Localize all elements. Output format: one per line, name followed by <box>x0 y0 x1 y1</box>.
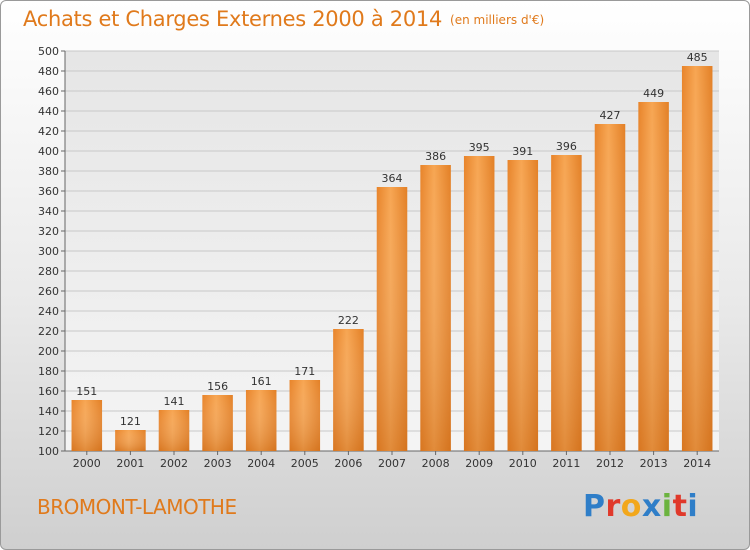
bar-shade <box>681 66 713 451</box>
bar-shade <box>158 410 190 451</box>
data-label: 151 <box>76 385 97 398</box>
y-tick-label: 420 <box>38 125 59 138</box>
data-label: 161 <box>251 375 272 388</box>
logo-letter: i <box>687 489 699 524</box>
data-label: 396 <box>556 140 577 153</box>
y-tick-label: 240 <box>38 305 59 318</box>
bar-shade <box>551 155 582 451</box>
chart-title-text: Achats et Charges Externes 2000 à 2014 <box>23 7 443 31</box>
chart-title: Achats et Charges Externes 2000 à 2014 (e… <box>23 7 544 31</box>
y-tick-label: 340 <box>38 205 59 218</box>
x-tick-label: 2006 <box>334 457 362 470</box>
logo-letter: P <box>583 489 606 524</box>
commune-name: BROMONT-LAMOTHE <box>37 495 237 519</box>
data-label: 222 <box>338 314 359 327</box>
bar-shade <box>376 187 408 451</box>
logo-letter: o <box>620 489 642 524</box>
data-label: 395 <box>469 141 490 154</box>
data-label: 364 <box>382 172 403 185</box>
x-tick-label: 2008 <box>422 457 450 470</box>
bar-shade <box>245 390 277 451</box>
data-label: 449 <box>643 87 664 100</box>
y-tick-label: 480 <box>38 65 59 78</box>
y-tick-label: 360 <box>38 185 59 198</box>
y-tick-label: 380 <box>38 165 59 178</box>
x-tick-label: 2003 <box>204 457 232 470</box>
y-tick-label: 300 <box>38 245 59 258</box>
data-label: 171 <box>294 365 315 378</box>
logo-letter: t <box>672 489 688 524</box>
x-tick-label: 2011 <box>552 457 580 470</box>
bar-shade <box>71 400 103 451</box>
x-tick-label: 2002 <box>160 457 188 470</box>
logo-letter: r <box>605 489 621 524</box>
data-label: 386 <box>425 150 446 163</box>
bar-shade <box>507 160 539 451</box>
data-label: 141 <box>164 395 185 408</box>
y-tick-label: 220 <box>38 325 59 338</box>
y-tick-label: 260 <box>38 285 59 298</box>
y-tick-label: 280 <box>38 265 59 278</box>
y-tick-label: 500 <box>38 45 59 58</box>
x-tick-label: 2000 <box>73 457 101 470</box>
data-label: 156 <box>207 380 228 393</box>
bar-shade <box>115 430 146 451</box>
bar-shade <box>463 156 495 451</box>
data-label: 391 <box>512 145 533 158</box>
y-tick-label: 320 <box>38 225 59 238</box>
y-tick-label: 100 <box>38 445 59 458</box>
bar-shade <box>202 395 233 451</box>
x-tick-label: 2013 <box>640 457 668 470</box>
bar-shade <box>420 165 451 451</box>
y-tick-label: 440 <box>38 105 59 118</box>
data-label: 427 <box>600 109 621 122</box>
data-label: 121 <box>120 415 141 428</box>
y-tick-label: 460 <box>38 85 59 98</box>
y-tick-label: 160 <box>38 385 59 398</box>
x-tick-label: 2007 <box>378 457 406 470</box>
bar-shade <box>289 380 321 451</box>
bar-shade <box>333 329 364 451</box>
y-tick-label: 120 <box>38 425 59 438</box>
data-label: 485 <box>687 51 708 64</box>
x-tick-label: 2010 <box>509 457 537 470</box>
y-tick-label: 140 <box>38 405 59 418</box>
x-tick-label: 2009 <box>465 457 493 470</box>
x-tick-label: 2004 <box>247 457 275 470</box>
x-tick-label: 2005 <box>291 457 319 470</box>
bar-shade <box>594 124 626 451</box>
y-tick-label: 400 <box>38 145 59 158</box>
y-tick-label: 180 <box>38 365 59 378</box>
bar-shade <box>638 102 669 451</box>
unit-note: (en milliers d'€) <box>450 13 545 27</box>
y-tick-label: 200 <box>38 345 59 358</box>
logo-letter: x <box>641 489 662 524</box>
x-tick-label: 2012 <box>596 457 624 470</box>
proxiti-logo: Proxiti <box>583 489 698 524</box>
logo-letter: i <box>661 489 673 524</box>
x-tick-label: 2014 <box>683 457 711 470</box>
x-tick-label: 2001 <box>116 457 144 470</box>
